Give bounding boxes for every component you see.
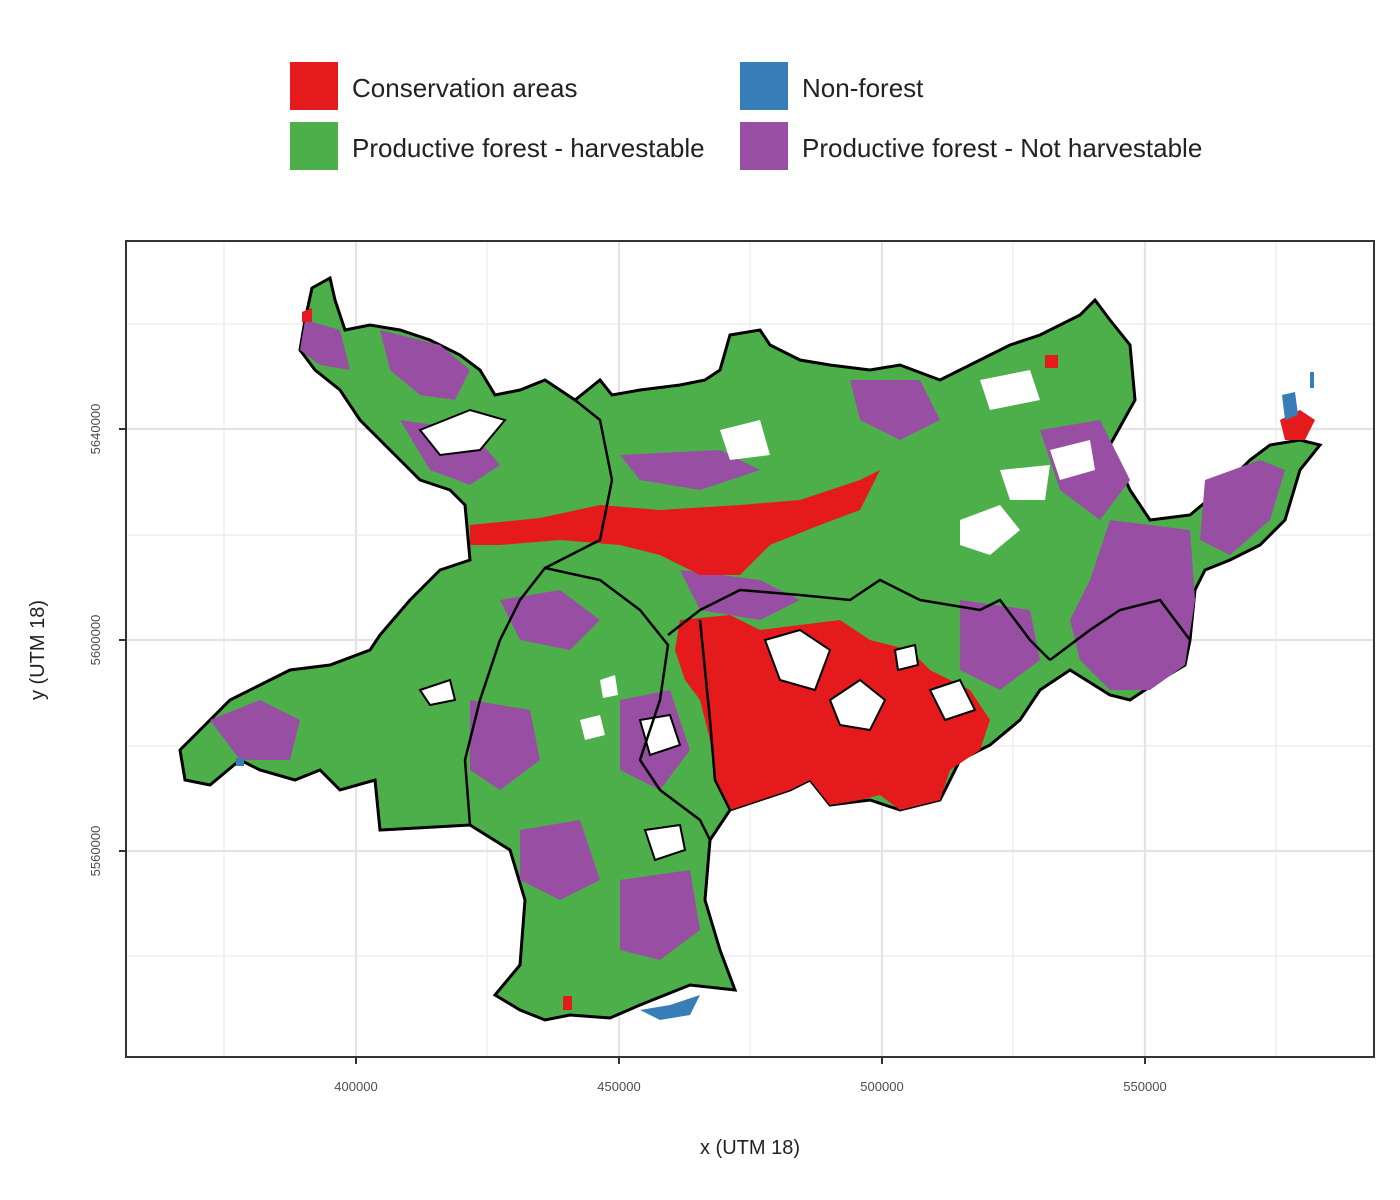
legend-label-harvestable: Productive forest - harvestable xyxy=(352,133,705,163)
x-tick-label: 400000 xyxy=(334,1079,377,1094)
interior-gaps xyxy=(580,370,1095,740)
x-tick-label: 450000 xyxy=(597,1079,640,1094)
legend-label-not-harvestable: Productive forest - Not harvestable xyxy=(802,133,1203,163)
legend-label-nonforest: Non-forest xyxy=(802,73,924,103)
region-boundaries xyxy=(463,399,1191,841)
y-tick-label: 5560000 xyxy=(88,826,103,877)
legend-swatch-nonforest xyxy=(740,62,788,110)
legend-label-conservation: Conservation areas xyxy=(352,73,578,103)
map-layer xyxy=(178,275,1323,1022)
x-axis-title: x (UTM 18) xyxy=(700,1137,800,1159)
y-axis-ticks xyxy=(119,428,126,852)
y-axis-title: y (UTM 18) xyxy=(27,600,49,700)
legend-swatch-not-harvestable xyxy=(740,122,788,170)
x-axis-ticks xyxy=(355,1057,1146,1064)
y-axis-labels: 5560000 5600000 5640000 xyxy=(88,404,103,877)
legend-swatch-conservation xyxy=(290,62,338,110)
x-tick-label: 500000 xyxy=(860,1079,903,1094)
non-mapped-holes xyxy=(418,408,977,862)
y-tick-label: 5640000 xyxy=(88,404,103,455)
non-forest-areas xyxy=(236,372,1314,1020)
x-tick-label: 550000 xyxy=(1123,1079,1166,1094)
x-axis-labels: 400000 450000 500000 550000 xyxy=(334,1079,1166,1094)
legend-swatch-harvestable xyxy=(290,122,338,170)
legend: Conservation areas Non-forest Productive… xyxy=(290,62,1250,172)
y-tick-label: 5600000 xyxy=(88,615,103,666)
plot-panel-border xyxy=(125,240,1375,1058)
